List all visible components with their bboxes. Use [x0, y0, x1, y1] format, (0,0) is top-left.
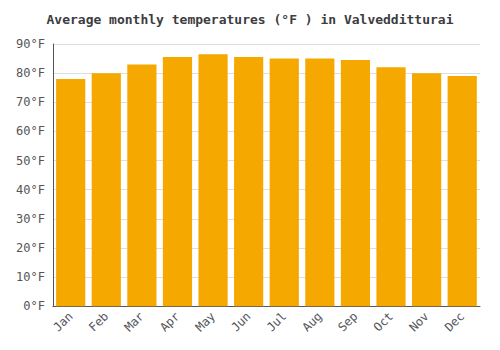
svg-text:Aug: Aug [300, 309, 325, 334]
svg-text:70°F: 70°F [16, 95, 45, 109]
svg-text:80°F: 80°F [16, 66, 45, 80]
svg-text:Sep: Sep [335, 309, 360, 334]
svg-text:90°F: 90°F [16, 37, 45, 51]
svg-text:Jun: Jun [228, 309, 253, 334]
svg-text:Mar: Mar [122, 309, 147, 334]
svg-text:20°F: 20°F [16, 241, 45, 255]
svg-text:0°F: 0°F [23, 299, 45, 313]
svg-text:Apr: Apr [157, 309, 182, 334]
svg-text:10°F: 10°F [16, 270, 45, 284]
svg-text:Jan: Jan [50, 309, 75, 334]
svg-text:Average monthly temperatures (: Average monthly temperatures (°F ) in Va… [47, 12, 454, 27]
svg-text:Feb: Feb [86, 309, 111, 334]
svg-text:Nov: Nov [406, 309, 431, 334]
svg-text:30°F: 30°F [16, 212, 45, 226]
svg-text:Dec: Dec [442, 309, 467, 334]
svg-text:May: May [193, 309, 218, 334]
svg-text:60°F: 60°F [16, 124, 45, 138]
svg-text:50°F: 50°F [16, 154, 45, 168]
svg-text:Jul: Jul [264, 309, 289, 334]
svg-text:Oct: Oct [371, 309, 396, 334]
svg-text:40°F: 40°F [16, 183, 45, 197]
